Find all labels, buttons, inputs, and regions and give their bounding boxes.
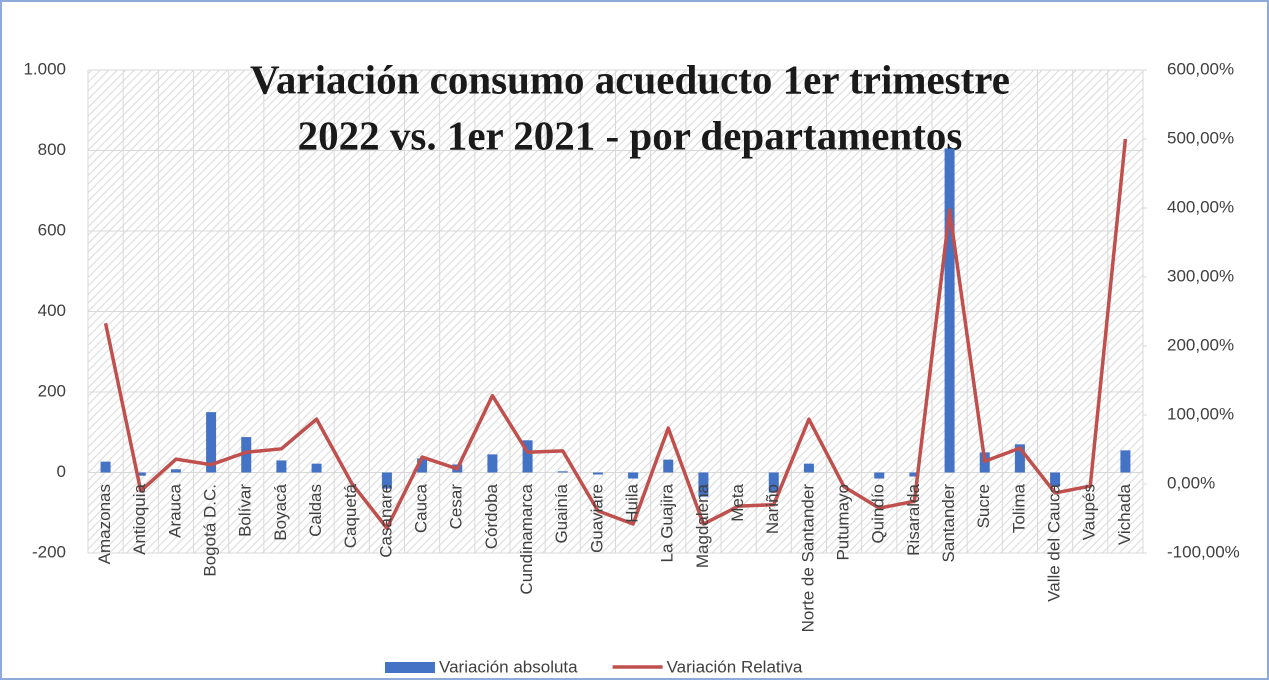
x-tick-label: Casanare <box>376 484 395 558</box>
bar <box>135 472 146 476</box>
bar <box>1050 472 1061 487</box>
x-tick-label: Caldas <box>306 484 325 537</box>
bar <box>698 472 709 497</box>
x-tick-label: Nariño <box>763 484 782 534</box>
x-tick-label: Boyacá <box>271 483 290 540</box>
bar <box>381 472 392 489</box>
x-tick-label: Córdoba <box>482 483 501 549</box>
bar <box>768 472 779 493</box>
bar <box>311 463 322 473</box>
x-tick-label: Meta <box>728 483 747 521</box>
x-tick-label: Vaupés <box>1080 484 1099 540</box>
x-tick-label: Norte de Santander <box>798 484 817 633</box>
x-tick-label: La Guajira <box>658 483 677 562</box>
x-tick-label: Guaviare <box>587 484 606 553</box>
bar <box>592 472 603 475</box>
x-tick-label: Quindío <box>869 484 888 544</box>
y2-tick-label: -100,00% <box>1167 542 1240 561</box>
x-tick-label: Risaralda <box>904 483 923 555</box>
bar <box>1120 450 1131 473</box>
bar <box>241 437 252 473</box>
legend-label: Variación absoluta <box>439 657 578 676</box>
x-tick-label: Valle del Cauca <box>1045 483 1064 601</box>
bar <box>663 459 674 473</box>
x-tick-label: Sucre <box>974 484 993 528</box>
x-tick-label: Bolívar <box>236 484 255 537</box>
bar <box>206 412 217 473</box>
bar <box>522 440 533 473</box>
bar <box>803 463 814 473</box>
x-tick-label: Bogotá D.C. <box>201 484 220 577</box>
line <box>103 138 1128 530</box>
y2-tick-label: 400,00% <box>1167 197 1234 216</box>
y-tick-label: 800 <box>38 140 66 159</box>
x-tick-label: Cauca <box>412 483 431 533</box>
bar <box>909 472 920 477</box>
bar <box>100 461 111 473</box>
bar <box>628 472 639 479</box>
y2-tick-label: 600,00% <box>1167 59 1234 78</box>
chart-title: Variación consumo acueducto 1er trimestr… <box>250 56 1010 102</box>
y2-tick-label: 0,00% <box>1167 473 1215 492</box>
bar <box>1014 444 1025 473</box>
x-tick-label: Huila <box>623 483 642 522</box>
bar <box>170 469 181 473</box>
x-tick-label: Tolima <box>1009 483 1028 533</box>
y-tick-label: 1.000 <box>23 59 66 78</box>
chart-title: 2022 vs. 1er 2021 - por departamentos <box>298 112 963 158</box>
legend-label: Variación Relativa <box>667 657 803 676</box>
x-tick-label: Antioquia <box>130 483 149 554</box>
x-tick-label: Caquetá <box>341 483 360 548</box>
x-tick-label: Santander <box>939 484 958 563</box>
x-tick-label: Arauca <box>165 483 184 537</box>
bar <box>417 458 428 473</box>
bar <box>557 471 568 473</box>
y-tick-label: -200 <box>32 542 66 561</box>
x-tick-label: Amazonas <box>95 484 114 564</box>
x-tick-label: Cesar <box>447 484 466 530</box>
y2-tick-label: 100,00% <box>1167 404 1234 423</box>
bar <box>487 454 498 473</box>
y2-tick-label: 300,00% <box>1167 266 1234 285</box>
bar <box>276 460 287 473</box>
bar <box>874 472 885 479</box>
y2-tick-label: 200,00% <box>1167 335 1234 354</box>
y-tick-label: 0 <box>57 462 66 481</box>
x-tick-label: Cundinamarca <box>517 483 536 594</box>
y2-tick-label: 500,00% <box>1167 128 1234 147</box>
y-tick-label: 200 <box>38 381 66 400</box>
x-tick-label: Putumayo <box>834 484 853 561</box>
y-tick-label: 600 <box>38 220 66 239</box>
x-tick-label: Magdalena <box>693 483 712 568</box>
bar <box>944 148 955 473</box>
y-tick-label: 400 <box>38 301 66 320</box>
legend-swatch <box>385 662 435 673</box>
x-tick-label: Guainía <box>552 483 571 543</box>
x-tick-label: Vichada <box>1115 483 1134 545</box>
